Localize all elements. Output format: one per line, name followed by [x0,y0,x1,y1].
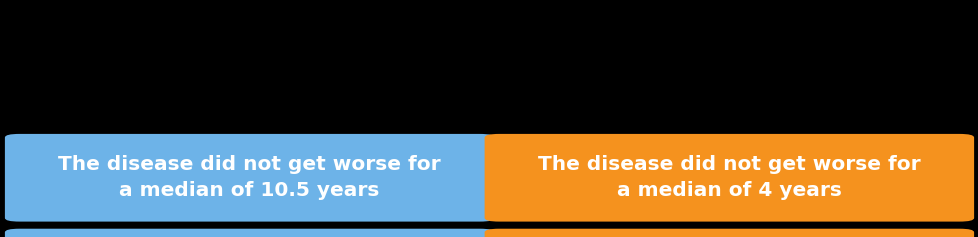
FancyBboxPatch shape [484,229,973,237]
FancyBboxPatch shape [5,134,494,222]
FancyBboxPatch shape [484,134,973,222]
FancyBboxPatch shape [5,229,494,237]
Text: The disease did not get worse for
a median of 10.5 years: The disease did not get worse for a medi… [59,155,440,200]
Text: The disease did not get worse for
a median of 4 years: The disease did not get worse for a medi… [538,155,919,200]
